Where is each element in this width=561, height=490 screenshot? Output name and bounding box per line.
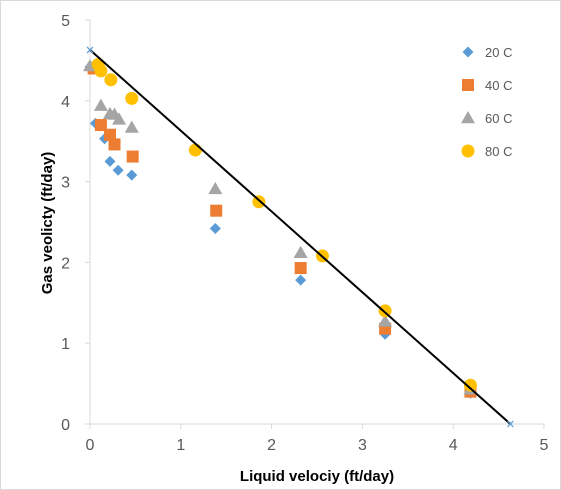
legend-item: 80 C: [461, 144, 512, 159]
data-point-circle: [125, 91, 139, 105]
legend-swatch-triangle: [461, 111, 475, 124]
data-point-circle: [188, 143, 202, 157]
legend-swatch-diamond: [462, 46, 474, 58]
legend-label: 20 C: [485, 45, 512, 60]
legend-label: 60 C: [485, 111, 512, 126]
y-axis-title: Gas veolicty (ft/day): [39, 152, 56, 295]
y-tick-label: 2: [61, 255, 70, 272]
data-point-diamond: [104, 155, 116, 167]
y-tick-label: 0: [61, 417, 70, 434]
y-tick-labels: 0 1 2 3 4 5: [61, 13, 70, 434]
data-point-square: [103, 128, 116, 141]
legend-swatch-square: [462, 79, 474, 91]
x-tick-label: 0: [86, 437, 95, 454]
data-point-triangle: [293, 245, 308, 258]
trend-line-endpoint: [86, 46, 94, 54]
data-point-circle: [104, 73, 118, 87]
series-80-c: [91, 57, 477, 392]
y-tick-label: 1: [61, 336, 70, 353]
data-point-diamond: [209, 222, 221, 234]
data-point-triangle: [112, 112, 127, 125]
axes: [85, 19, 545, 429]
trend-line-segment: [89, 49, 512, 425]
x-tick-label: 1: [176, 437, 185, 454]
y-tick-label: 3: [61, 175, 70, 192]
legend-item: 60 C: [461, 111, 512, 126]
data-point-circle: [94, 64, 108, 78]
data-point-triangle: [124, 120, 139, 133]
trend-line: [86, 46, 514, 428]
x-tick-label: 3: [358, 437, 367, 454]
legend-item: 20 C: [462, 45, 512, 60]
series-40-c: [87, 62, 477, 398]
data-point-square: [294, 262, 307, 275]
data-points: [83, 57, 478, 399]
data-point-diamond: [112, 164, 124, 176]
x-tick-label: 4: [449, 437, 458, 454]
data-point-diamond: [295, 274, 307, 286]
data-point-square: [108, 138, 121, 151]
y-tick-label: 5: [61, 13, 70, 30]
series-60-c: [83, 59, 478, 395]
data-point-square: [126, 150, 139, 163]
data-point-circle: [463, 378, 477, 392]
data-point-triangle: [378, 314, 393, 327]
legend: 20 C 40 C 60 C 80 C: [461, 45, 512, 159]
data-point-square: [210, 204, 223, 217]
y-tick-label: 4: [61, 94, 70, 111]
legend-item: 40 C: [462, 78, 512, 93]
data-point-triangle: [93, 98, 108, 111]
legend-label: 80 C: [485, 144, 512, 159]
data-point-diamond: [126, 169, 138, 181]
series-20-c: [84, 61, 476, 399]
data-point-square: [94, 119, 107, 132]
x-tick-label: 2: [267, 437, 276, 454]
legend-swatch-circle: [461, 144, 475, 158]
x-tick-labels: 0 1 2 3 4 5: [86, 437, 549, 454]
x-axis-title: Liquid velociy (ft/day): [240, 468, 394, 485]
data-point-triangle: [208, 181, 223, 195]
legend-label: 40 C: [485, 78, 512, 93]
x-tick-label: 5: [540, 437, 549, 454]
trend-line-endpoint: [506, 420, 514, 428]
